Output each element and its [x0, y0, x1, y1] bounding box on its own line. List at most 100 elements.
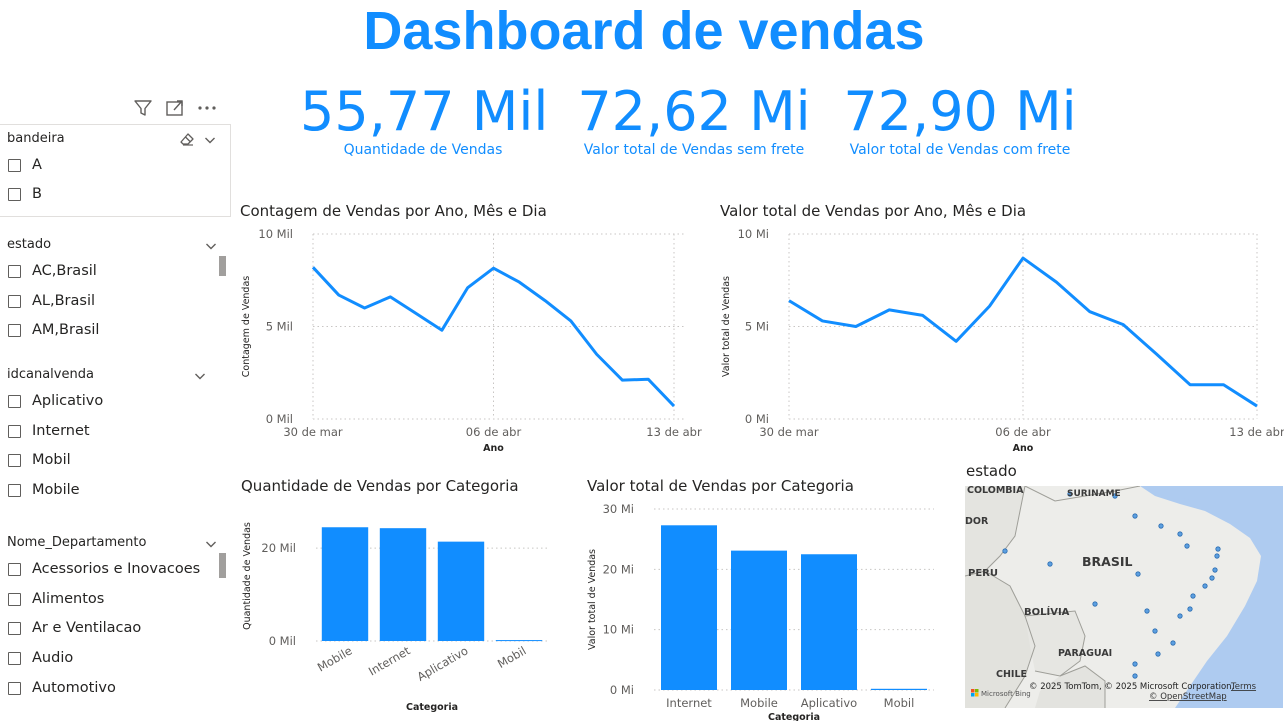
- slicer-item-al[interactable]: AL,Brasil: [8, 290, 95, 312]
- checkbox[interactable]: [8, 158, 21, 172]
- kpi-label: Valor total de Vendas sem frete: [583, 142, 805, 158]
- checkbox[interactable]: [8, 592, 21, 606]
- x-axis-title: Ano: [483, 443, 504, 454]
- checkbox[interactable]: [8, 264, 21, 278]
- x-axis-title: Categoria: [406, 702, 458, 713]
- checkbox[interactable]: [8, 562, 21, 576]
- slicer-item-label: Internet: [32, 423, 90, 439]
- slicer-item-alimentos[interactable]: Alimentos: [8, 588, 104, 610]
- chevron-down-icon[interactable]: [194, 367, 206, 386]
- slicer-item-internet[interactable]: Internet: [8, 420, 90, 442]
- slicer-item-ar-ventilacao[interactable]: Ar e Ventilacao: [8, 617, 141, 639]
- map-canvas: COLOMBIA SURINAME DOR BRASIL PERU BOLÍVI…: [965, 486, 1283, 708]
- checkbox[interactable]: [8, 187, 21, 201]
- y-axis-title: Valor total de Vendas: [587, 549, 598, 650]
- slicer-item-am[interactable]: AM,Brasil: [8, 319, 99, 341]
- line-chart-contagem[interactable]: 0 Mil 5 Mil 10 Mil 30 de mar 06 de abr 13 de …: [236, 222, 706, 462]
- y-tick-label: 30 Mi: [603, 502, 634, 516]
- kpi-card-valor-sem-frete[interactable]: 72,62 Mi Valor total de Vendas sem frete: [572, 82, 816, 172]
- slicer-item-label: Audio: [32, 650, 74, 666]
- slicer-title: idcanalvenda: [7, 367, 94, 382]
- x-tick-label: Aplicativo: [801, 696, 857, 710]
- slicer-title: Nome_Departamento: [7, 535, 147, 550]
- checkbox[interactable]: [8, 294, 21, 308]
- kpi-label: Quantidade de Vendas: [343, 142, 503, 158]
- slicer-item-a[interactable]: A: [8, 154, 42, 176]
- slicer-item-label: Ar e Ventilacao: [32, 620, 142, 636]
- bar: [321, 527, 369, 641]
- bar: [801, 554, 857, 690]
- bing-logo: Microsoft Bing: [971, 689, 1031, 698]
- slicer-item-label: A: [32, 157, 42, 173]
- y-tick-label: 0 Mi: [610, 683, 634, 697]
- checkbox[interactable]: [8, 453, 21, 467]
- y-tick-label: 20 Mi: [603, 562, 634, 576]
- map-terms-link[interactable]: Terms: [1230, 682, 1257, 692]
- bar-chart-valor[interactable]: 0 Mi 10 Mi 20 Mi 30 Mi Internet Mobile Aplicat…: [582, 498, 942, 721]
- scrollbar-thumb[interactable]: [219, 553, 226, 578]
- slicer-item-label: Aplicativo: [32, 393, 104, 409]
- checkbox[interactable]: [8, 323, 21, 337]
- series-line: [788, 256, 1258, 408]
- slicer-item-mobile[interactable]: Mobile: [8, 479, 80, 501]
- slicer-item-label: Automotivo: [32, 680, 116, 696]
- y-tick-label: 0 Mi: [745, 412, 769, 426]
- checkbox[interactable]: [8, 651, 21, 665]
- eraser-icon[interactable]: [178, 131, 196, 151]
- slicer-item-mobil[interactable]: Mobil: [8, 449, 71, 471]
- chevron-down-icon[interactable]: [205, 535, 217, 554]
- kpi-label: Valor total de Vendas com frete: [849, 142, 1071, 158]
- slicer-item-automotivo[interactable]: Automotivo: [8, 677, 116, 699]
- kpi-value: 72,90 Mi: [843, 80, 1077, 143]
- slicer-item-audio[interactable]: Audio: [8, 647, 73, 669]
- x-tick-label: Mobile: [740, 696, 778, 710]
- slicer-item-label: AM,Brasil: [32, 322, 100, 338]
- x-tick-label: 06 de abr: [995, 425, 1051, 439]
- slicer-item-aplicativo[interactable]: Aplicativo: [8, 390, 103, 412]
- chevron-down-icon[interactable]: [204, 131, 216, 150]
- chart-title-valor-categoria: Valor total de Vendas por Categoria: [587, 477, 854, 495]
- checkbox[interactable]: [8, 424, 21, 438]
- checkbox[interactable]: [8, 394, 21, 408]
- kpi-card-valor-com-frete[interactable]: 72,90 Mi Valor total de Vendas com frete: [838, 82, 1082, 172]
- bing-label: Microsoft Bing: [981, 690, 1031, 698]
- kpi-value: 55,77 Mil: [300, 80, 549, 143]
- map-label-peru: PERU: [968, 568, 998, 579]
- checkbox[interactable]: [8, 621, 21, 635]
- x-tick-label: Internet: [666, 696, 712, 710]
- more-options-icon[interactable]: [196, 97, 218, 119]
- bar: [731, 550, 787, 690]
- slicer-item-acessorios[interactable]: Acessorios e Inovacoes: [8, 558, 200, 580]
- map-label-colombia: COLOMBIA: [967, 486, 1024, 496]
- y-tick-label: 20 Mil: [261, 541, 296, 555]
- bar-chart-quantidade[interactable]: 0 Mil 20 Mil Mobile Internet Aplicativo Mobil…: [236, 498, 566, 721]
- x-tick-label: 30 de mar: [759, 425, 819, 439]
- dashboard-title: Dashboard de vendas: [363, 1, 925, 61]
- kpi-card-quantidade[interactable]: 55,77 Mil Quantidade de Vendas: [300, 80, 549, 172]
- scrollbar-thumb[interactable]: [219, 256, 226, 276]
- x-tick-label: Aplicativo: [415, 643, 471, 683]
- map-visual[interactable]: COLOMBIA SURINAME DOR BRASIL PERU BOLÍVI…: [965, 486, 1283, 708]
- slicer-item-label: AC,Brasil: [32, 263, 97, 279]
- map-osm-link[interactable]: © OpenStreetMap: [1149, 692, 1227, 702]
- map-label-suriname: SURINAME: [1067, 489, 1121, 499]
- bar: [379, 528, 427, 641]
- y-tick-label: 0 Mil: [269, 634, 296, 648]
- focus-mode-icon[interactable]: [164, 97, 186, 119]
- checkbox[interactable]: [8, 483, 21, 497]
- x-tick-label: 13 de abr: [1229, 425, 1284, 439]
- filter-icon[interactable]: [132, 97, 154, 119]
- bar: [437, 541, 485, 641]
- x-tick-label: Mobile: [315, 643, 355, 674]
- checkbox[interactable]: [8, 681, 21, 695]
- slicer-estado: estado AC,Brasil AL,Brasil AM,Brasil: [0, 232, 231, 344]
- y-tick-label: 5 Mil: [266, 320, 293, 334]
- y-axis-title: Quantidade de Vendas: [242, 522, 253, 630]
- slicer-item-ac[interactable]: AC,Brasil: [8, 260, 97, 282]
- slicer-item-b[interactable]: B: [8, 183, 42, 205]
- slicer-title: bandeira: [7, 131, 65, 146]
- chevron-down-icon[interactable]: [205, 237, 217, 256]
- line-chart-valor[interactable]: 0 Mi 5 Mi 10 Mi 30 de mar 06 de abr 13 de abr…: [716, 222, 1284, 462]
- y-tick-label: 10 Mil: [258, 227, 293, 241]
- chart-title-valor-linha: Valor total de Vendas por Ano, Mês e Dia: [720, 202, 1027, 220]
